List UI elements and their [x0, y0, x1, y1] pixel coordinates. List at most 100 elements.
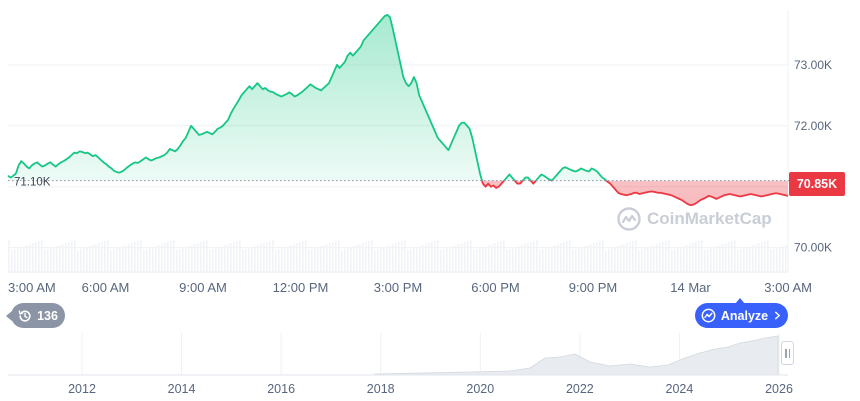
volume-bar — [110, 250, 112, 272]
navigator-year-label: 2018 — [367, 382, 395, 396]
volume-bar — [755, 244, 757, 272]
volume-bar — [50, 248, 52, 272]
volume-bar — [746, 247, 748, 272]
navigator-area — [374, 335, 779, 376]
volume-bar — [26, 245, 28, 272]
volume-bar — [371, 240, 373, 272]
volume-bar — [536, 240, 538, 272]
volume-bar — [713, 247, 715, 272]
volume-bar — [716, 246, 718, 272]
x-tick-label: 6:00 PM — [471, 280, 519, 295]
volume-bar — [44, 250, 46, 272]
volume-bar — [707, 249, 709, 272]
current-price-badge: 70.85K — [789, 172, 845, 196]
volume-bar — [47, 249, 49, 272]
volume-bar — [593, 243, 595, 272]
volume-bar — [89, 246, 91, 272]
area-above-reference — [7, 13, 788, 181]
volume-bar — [368, 241, 370, 272]
volume-bar — [62, 244, 64, 272]
volume-bar — [74, 240, 76, 272]
volume-bar — [467, 241, 469, 272]
navigator[interactable]: 2012 2014 2016 2018 2020 2022 2024 2026 — [8, 333, 793, 396]
volume-bar — [77, 250, 79, 272]
navigator-years: 2012 2014 2016 2018 2020 2022 2024 2026 — [68, 382, 793, 396]
volume-bar — [416, 247, 418, 272]
x-tick-label: 12:00 PM — [273, 280, 329, 295]
volume-bar — [704, 250, 706, 272]
history-count-badge[interactable]: 136 — [6, 303, 65, 328]
volume-bar — [350, 247, 352, 272]
volume-bar — [569, 240, 571, 272]
volume-bar — [530, 242, 532, 272]
volume-bar — [266, 242, 268, 272]
volume-bar — [134, 242, 136, 272]
chevron-right-icon — [775, 311, 781, 320]
volume-bar — [476, 249, 478, 272]
x-tick-label: 3:00 PM — [374, 280, 422, 295]
volume-bar — [182, 248, 184, 272]
volume-bar — [659, 243, 661, 272]
volume-bar — [680, 247, 682, 272]
volume-bar — [518, 246, 520, 272]
volume-bar — [164, 243, 166, 272]
volume-bar — [773, 249, 775, 272]
volume-bar — [404, 240, 406, 272]
volume-bar — [380, 248, 382, 272]
volume-bar — [173, 240, 175, 272]
volume-bar — [188, 246, 190, 272]
volume-bar — [686, 245, 688, 272]
reference-label: 71.10K — [14, 177, 51, 189]
volume-bar — [314, 248, 316, 272]
volume-bar — [299, 242, 301, 272]
volume-bar — [398, 242, 400, 272]
navigator-year-label: 2020 — [466, 382, 494, 396]
volume-bar — [647, 247, 649, 272]
volume-bar — [497, 242, 499, 272]
volume-bar — [365, 242, 367, 272]
volume-bar — [617, 246, 619, 272]
volume-bar — [209, 250, 211, 272]
volume-bar — [629, 242, 631, 272]
volume-bar — [758, 243, 760, 272]
x-axis: 3:00 AM 6:00 AM 9:00 AM 12:00 PM 3:00 PM 6:00… — [8, 280, 812, 295]
volume-bar — [767, 240, 769, 272]
navigator-handle[interactable] — [781, 341, 794, 365]
volume-bar — [83, 248, 85, 272]
volume-bar — [245, 249, 247, 272]
volume-bar — [737, 250, 739, 272]
volume-bar — [296, 243, 298, 272]
volume-bar — [509, 249, 511, 272]
volume-bar — [143, 250, 145, 272]
volume-bar — [689, 244, 691, 272]
x-tick-label: 9:00 AM — [179, 280, 227, 295]
volume-bar — [506, 250, 508, 272]
volume-bar — [116, 248, 118, 272]
volume-bar — [560, 243, 562, 272]
volume-bar — [356, 245, 358, 272]
volume-bar — [260, 244, 262, 272]
volume-bar — [341, 250, 343, 272]
volume-bar — [353, 246, 355, 272]
volume-bar — [107, 240, 109, 272]
volume-bar — [32, 243, 34, 272]
analyze-button[interactable]: Analyze — [695, 298, 788, 328]
volume-bar — [599, 241, 601, 272]
volume-bar — [710, 248, 712, 272]
volume-bar — [764, 241, 766, 272]
volume-bar — [485, 246, 487, 272]
x-tick-label: 3:00 AM — [764, 280, 812, 295]
volume-bar — [137, 241, 139, 272]
volume-bar — [482, 247, 484, 272]
area-fill-up — [8, 14, 788, 181]
volume-bar — [614, 247, 616, 272]
volume-bar — [383, 247, 385, 272]
volume-bar — [605, 250, 607, 272]
navigator-year-label: 2014 — [168, 382, 196, 396]
volume-bar — [665, 241, 667, 272]
analyze-label: Analyze — [720, 308, 769, 323]
volume-bar — [29, 244, 31, 272]
volume-bar — [446, 248, 448, 272]
volume-bar — [578, 248, 580, 272]
